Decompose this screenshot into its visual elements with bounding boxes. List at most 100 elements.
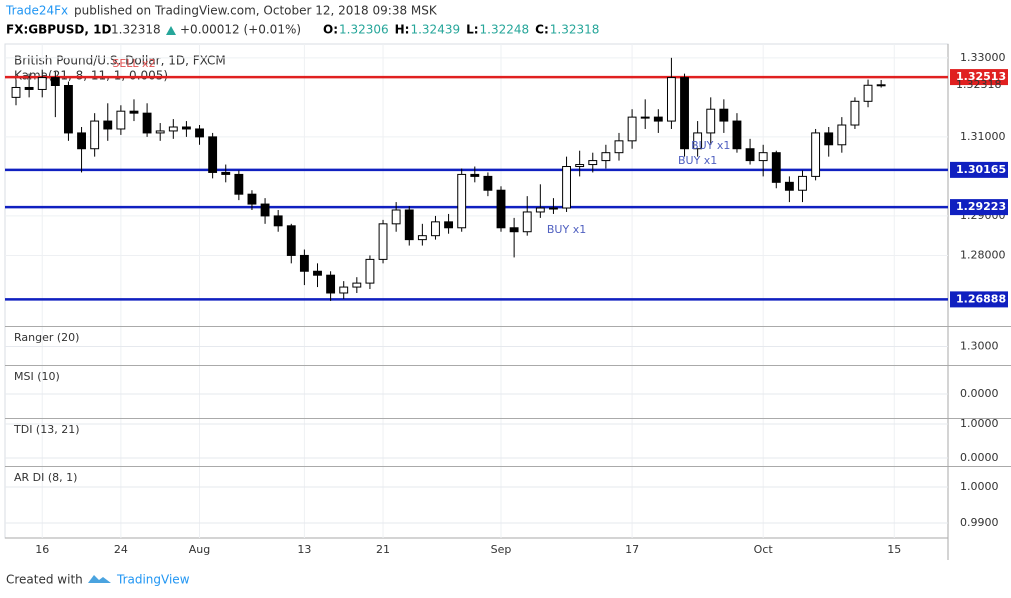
panel-title: TDI (13, 21) [13,423,80,436]
candle-body [627,116,637,142]
tv-logo [88,575,111,583]
level-label: 1.26888 [956,292,1006,305]
last: 1.32318 [111,23,161,37]
x-tick-label: 16 [35,543,49,556]
level-tag [950,291,1008,308]
indicator: Kama(21, 8, 11, 1, 0.005) [14,69,168,83]
x-tick-label: 24 [114,543,128,556]
panel-tick-label: 1.0000 [960,480,999,493]
candle-body [562,166,571,209]
panel-tick-label: 0.0000 [960,451,999,464]
candle-body [496,189,506,229]
published: published on TradingView.com, October 12… [74,4,438,18]
candle-body [680,77,689,150]
x-tick-label: 15 [887,543,901,556]
candle-body [483,175,493,191]
candle-body [745,148,755,162]
candle-body [798,175,807,191]
candle-body [771,152,781,183]
author[interactable]: Trade24Fx [5,4,68,18]
candle-body [64,84,73,134]
panel-tick-label: 0.9900 [960,516,999,529]
candle-body [24,86,34,90]
candle-body [824,132,834,146]
candle-body [549,207,558,210]
panel-title: Ranger (20) [14,331,79,344]
symbol: FX:GBPUSD, 1D [6,23,111,37]
candle-body [811,132,821,177]
candle-body [195,128,204,138]
candle-body [181,126,191,130]
ohlc-label: C: [535,23,549,37]
level-label: 1.32513 [956,70,1006,83]
candle-body [37,77,47,90]
x-tick-label: 13 [297,543,311,556]
x-tick-label: 17 [625,543,639,556]
candle-body [90,120,100,150]
candle-body [221,171,231,175]
ohlc-label: H: [395,23,410,37]
candle-body [653,116,663,122]
candle-body [50,77,60,86]
ohlc-label: L: [466,23,478,37]
y-tick-label: 1.31000 [960,130,1006,143]
candle-body [273,215,283,227]
candle-body [391,209,401,225]
candle-body [339,286,349,294]
candle-body [876,84,886,87]
brand[interactable]: TradingView [116,573,190,587]
last-price-label: 1.32318 [956,78,1002,91]
annotation: SELL x2 [112,57,155,70]
candle-body [706,108,716,134]
candle-body [208,136,218,173]
panel-tick-label: 1.0000 [960,417,999,430]
candle-body [129,110,139,114]
candle-body [850,100,860,126]
change: +0.00012 (+0.01%) [180,23,301,37]
candle-body [509,227,519,233]
level-tag [950,69,1008,86]
candle-body [863,84,873,102]
candle-body [588,160,598,166]
ohlc-value: 1.32439 [410,23,460,37]
candle-body [11,86,21,98]
candle-body [784,181,794,191]
panel-tick-label: 0.0000 [960,387,999,400]
candle-body [234,173,244,195]
level-label: 1.30165 [956,163,1006,176]
candle-body [470,173,480,177]
candle-body [77,132,86,150]
annotation: BUY x1 [691,139,730,152]
y-tick-label: 1.33000 [960,51,1006,64]
candle-body [535,207,545,213]
candle-body [260,203,270,217]
created: Created with [6,573,83,587]
candle-body [116,110,126,130]
candle-body [417,235,427,241]
up-arrow [166,26,176,35]
candle-body [431,221,440,237]
level-tag [950,199,1008,216]
candle-body [326,274,336,294]
candle-body [837,124,847,146]
x-tick-label: 21 [376,543,390,556]
candle-body [365,258,375,284]
ohlc-label: O: [323,23,338,37]
candle-body [247,193,257,205]
candle-body [286,225,296,256]
candle-body [732,120,742,150]
candle-body [378,223,388,260]
candle-body [666,77,676,122]
level-tag [950,161,1008,178]
annotation: BUY x1 [678,154,717,167]
ohlc-value: 1.32248 [480,23,530,37]
candle-body [758,152,768,162]
candle-body [719,108,729,122]
candle-body [313,270,322,276]
candle-body [522,211,532,233]
candle-body [168,126,178,132]
x-tick-label: Sep [491,543,512,556]
level-label: 1.29223 [956,200,1006,213]
panel-tick-label: 1.3000 [960,340,999,353]
